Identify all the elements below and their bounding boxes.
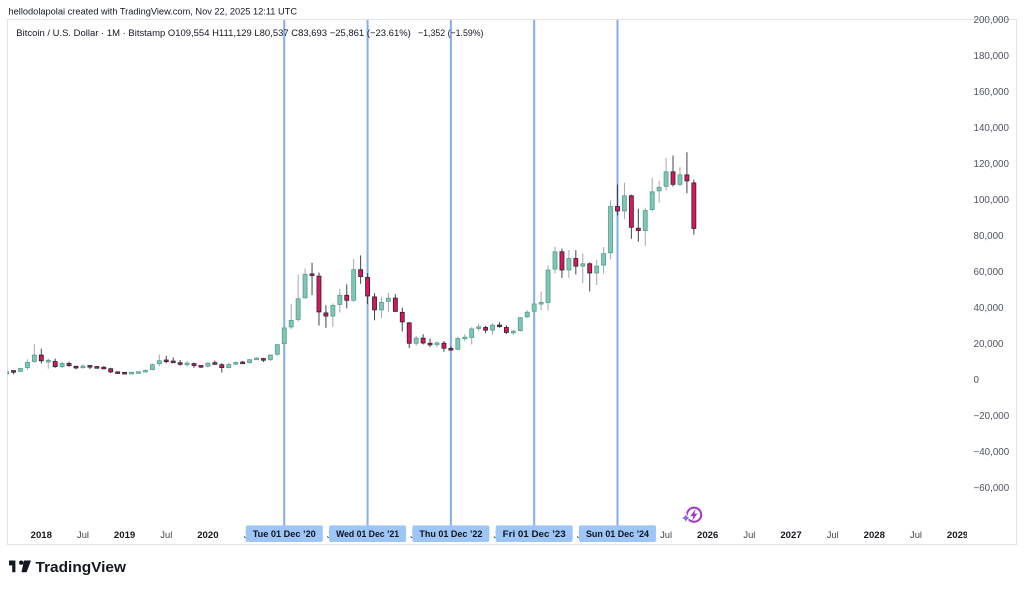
svg-text:200,000: 200,000 xyxy=(974,15,1010,26)
svg-text:Jul: Jul xyxy=(160,529,172,540)
svg-text:Jul: Jul xyxy=(660,529,672,540)
svg-text:−1,352 (−1.59%): −1,352 (−1.59%) xyxy=(418,28,484,39)
svg-text:120,000: 120,000 xyxy=(974,159,1010,170)
svg-text:160,000: 160,000 xyxy=(974,87,1010,98)
svg-text:180,000: 180,000 xyxy=(974,51,1010,62)
svg-text:2018: 2018 xyxy=(31,530,53,541)
svg-text:−60,000: −60,000 xyxy=(974,483,1010,494)
svg-text:Jul: Jul xyxy=(743,529,755,540)
svg-text:Jul: Jul xyxy=(910,529,922,540)
svg-text:Thu 01 Dec ’22: Thu 01 Dec ’22 xyxy=(419,528,482,539)
svg-text:−40,000: −40,000 xyxy=(974,447,1010,458)
svg-text:2026: 2026 xyxy=(697,530,718,541)
svg-text:60,000: 60,000 xyxy=(974,267,1005,278)
svg-text:2027: 2027 xyxy=(780,530,801,541)
svg-text:0: 0 xyxy=(974,375,980,386)
svg-text:TradingView: TradingView xyxy=(36,559,127,576)
svg-text:Wed 01 Dec ’21: Wed 01 Dec ’21 xyxy=(336,528,399,539)
svg-text:80,000: 80,000 xyxy=(974,231,1005,242)
svg-text:Bitcoin / U.S. Dollar · 1M · B: Bitcoin / U.S. Dollar · 1M · Bitstamp O1… xyxy=(16,28,411,39)
svg-text:140,000: 140,000 xyxy=(974,123,1010,134)
svg-text:Jul: Jul xyxy=(77,529,89,540)
svg-text:40,000: 40,000 xyxy=(974,303,1005,314)
svg-text:2019: 2019 xyxy=(114,530,135,541)
svg-text:2028: 2028 xyxy=(864,530,886,541)
svg-text:2029: 2029 xyxy=(947,530,968,541)
svg-text:hellodolapolai created with Tr: hellodolapolai created with TradingView.… xyxy=(9,7,298,18)
svg-text:20,000: 20,000 xyxy=(974,339,1005,350)
svg-text:2020: 2020 xyxy=(197,530,218,541)
svg-text:−20,000: −20,000 xyxy=(974,411,1010,422)
svg-text:Jul: Jul xyxy=(827,529,839,540)
svg-text:Sun 01 Dec ’24: Sun 01 Dec ’24 xyxy=(586,528,650,539)
svg-text:100,000: 100,000 xyxy=(974,195,1010,206)
svg-text:Tue 01 Dec ’20: Tue 01 Dec ’20 xyxy=(253,528,316,539)
svg-text:Fri 01 Dec ’23: Fri 01 Dec ’23 xyxy=(503,528,566,539)
